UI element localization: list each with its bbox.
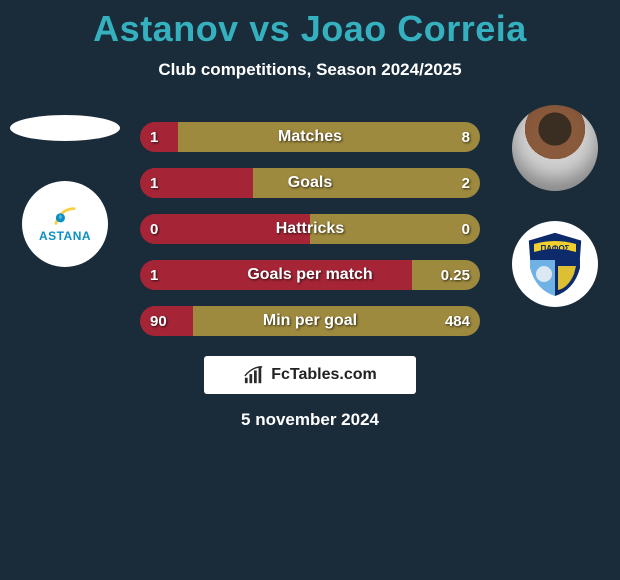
- shield-icon: ΠΑΦΟΣ: [524, 230, 586, 298]
- stat-bar-right-fill: [193, 306, 480, 336]
- team-badge-left: ASTANA: [22, 181, 108, 267]
- player-avatar-left: [10, 115, 120, 141]
- stat-bar-right-fill: [253, 168, 480, 198]
- right-player-column: ΠΑΦΟΣ: [490, 105, 620, 307]
- stat-bar-row: Matches18: [140, 122, 480, 152]
- page-title: Astanov vs Joao Correia: [0, 0, 620, 50]
- stat-bar-value-right: 0.25: [441, 260, 470, 290]
- stat-bar-row: Goals12: [140, 168, 480, 198]
- watermark: FcTables.com: [204, 356, 416, 394]
- watermark-text: FcTables.com: [271, 366, 377, 384]
- stat-bar-value-left: 1: [150, 260, 158, 290]
- stat-bar-value-left: 90: [150, 306, 167, 336]
- stat-bar-row: Goals per match10.25: [140, 260, 480, 290]
- stat-bars: Matches18Goals12Hattricks00Goals per mat…: [140, 122, 480, 352]
- stat-bar-value-right: 0: [462, 214, 470, 244]
- stat-bar-left-fill: [140, 122, 178, 152]
- soccer-ball-icon: [54, 205, 76, 227]
- stat-bar-value-left: 0: [150, 214, 158, 244]
- stat-bar-left-fill: [140, 260, 412, 290]
- stat-bar-right-fill: [178, 122, 480, 152]
- stat-bar-value-left: 1: [150, 122, 158, 152]
- comparison-infographic: Astanov vs Joao Correia Club competition…: [0, 0, 620, 580]
- stat-bar-row: Min per goal90484: [140, 306, 480, 336]
- subtitle: Club competitions, Season 2024/2025: [0, 60, 620, 80]
- stat-bar-value-left: 1: [150, 168, 158, 198]
- stat-bar-right-fill: [310, 214, 480, 244]
- bar-chart-icon: [243, 365, 265, 385]
- stat-bar-value-right: 484: [445, 306, 470, 336]
- stat-bar-value-right: 8: [462, 122, 470, 152]
- date-text: 5 november 2024: [0, 410, 620, 430]
- team-badge-left-text: ASTANA: [39, 229, 91, 243]
- stat-bar-value-right: 2: [462, 168, 470, 198]
- team-badge-left-inner: ASTANA: [39, 205, 91, 243]
- shield-text: ΠΑΦΟΣ: [541, 244, 570, 253]
- team-badge-right: ΠΑΦΟΣ: [512, 221, 598, 307]
- stat-bar-left-fill: [140, 214, 310, 244]
- stat-bar-row: Hattricks00: [140, 214, 480, 244]
- player-avatar-right: [512, 105, 598, 191]
- left-player-column: ASTANA: [0, 105, 130, 267]
